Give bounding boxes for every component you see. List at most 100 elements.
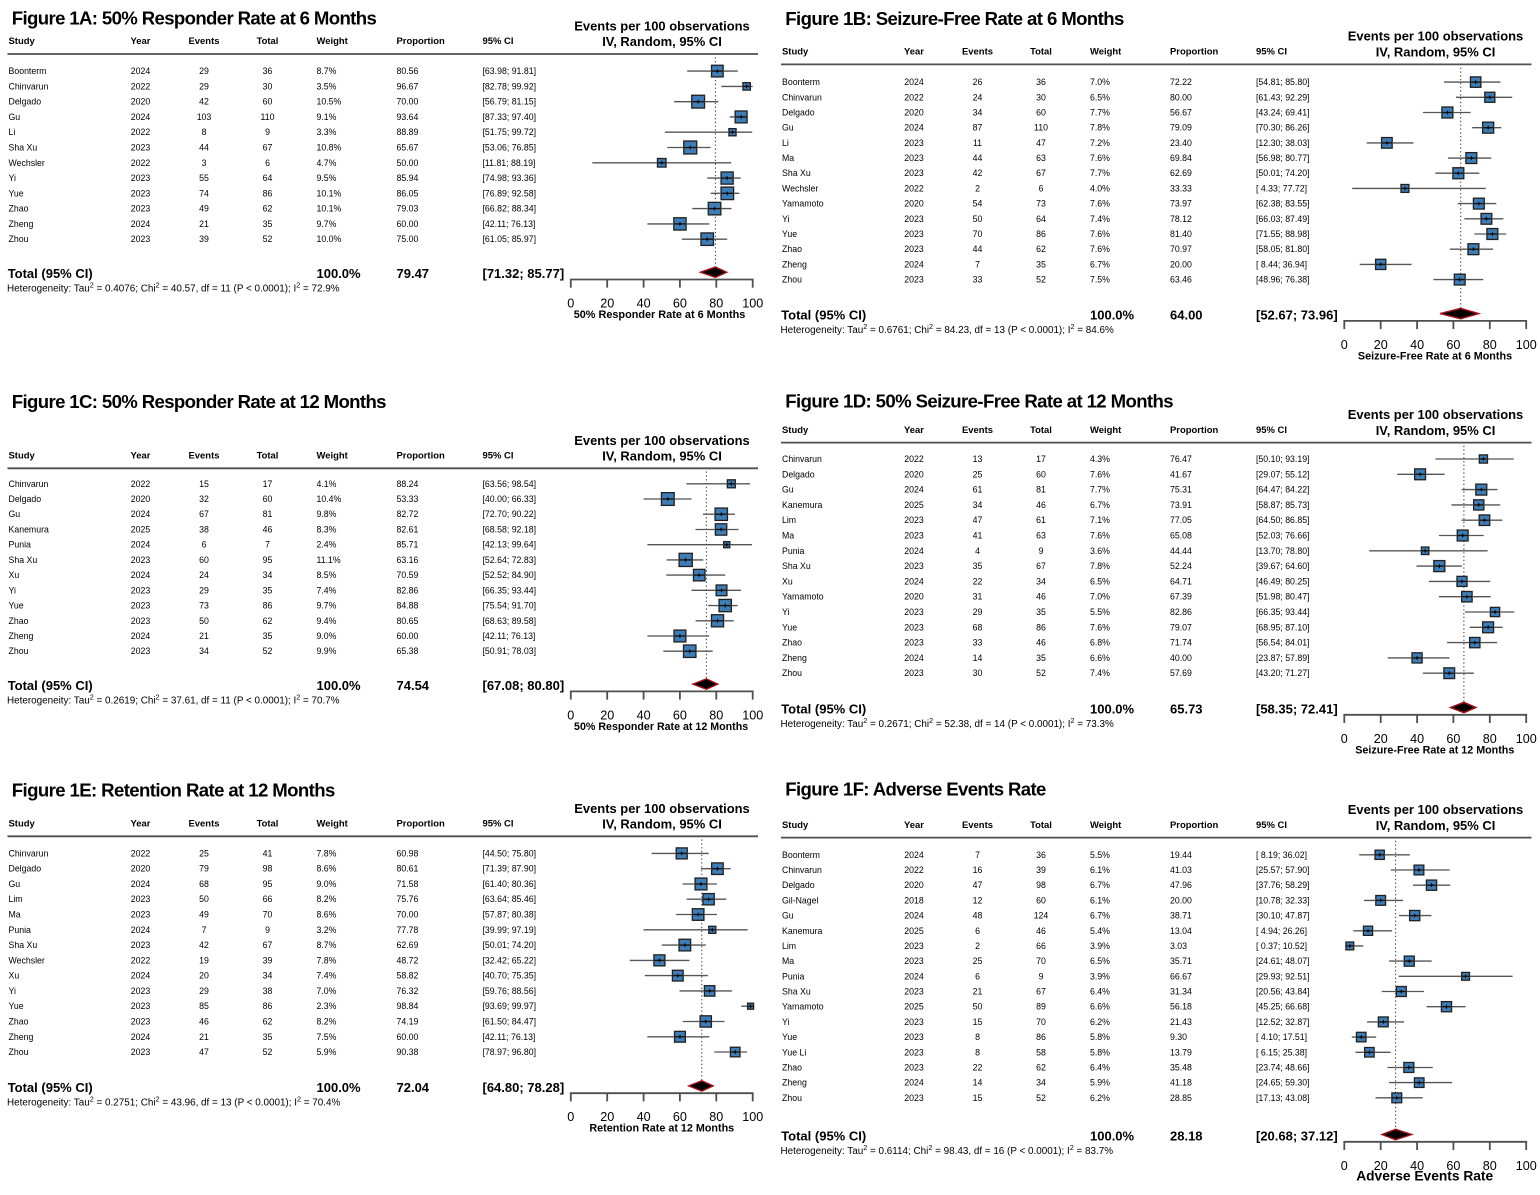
svg-text:79.07: 79.07 (1170, 622, 1192, 632)
svg-text:124: 124 (1034, 911, 1049, 921)
svg-text:34: 34 (973, 108, 983, 118)
svg-text:50: 50 (199, 616, 209, 626)
svg-text:4.1%: 4.1% (317, 479, 337, 489)
svg-text:88.24: 88.24 (397, 479, 419, 489)
svg-text:2024: 2024 (131, 971, 151, 981)
svg-text:60: 60 (263, 494, 273, 504)
svg-text:79: 79 (199, 864, 209, 874)
svg-text:[45.25; 66.68]: [45.25; 66.68] (1256, 1002, 1310, 1012)
svg-text:Yue: Yue (782, 1032, 797, 1042)
svg-text:10.1%: 10.1% (317, 204, 342, 214)
svg-text:100: 100 (742, 708, 763, 722)
svg-text:Seizure-Free Rate at 6 Months: Seizure-Free Rate at 6 Months (1358, 350, 1512, 362)
svg-text:2024: 2024 (131, 570, 151, 580)
svg-text:[78.97; 96.80]: [78.97; 96.80] (483, 1047, 537, 1057)
svg-text:Events per 100 observations: Events per 100 observations (1348, 29, 1523, 44)
svg-text:7.6%: 7.6% (1090, 153, 1110, 163)
svg-text:Delgado: Delgado (9, 864, 42, 874)
svg-text:Heterogeneity: Tau2 = 0.2671;: Heterogeneity: Tau2 = 0.2671; Chi2 = 52.… (781, 716, 1114, 730)
svg-text:46: 46 (1036, 638, 1046, 648)
svg-text:95: 95 (263, 555, 273, 565)
svg-text:80.61: 80.61 (397, 864, 419, 874)
svg-text:2023: 2023 (131, 910, 151, 920)
svg-text:Year: Year (904, 425, 924, 436)
svg-text:Li: Li (9, 127, 16, 137)
svg-text:10.0%: 10.0% (317, 234, 342, 244)
svg-text:7.4%: 7.4% (317, 971, 337, 981)
svg-text:IV, Random, 95% CI: IV, Random, 95% CI (1376, 818, 1496, 833)
svg-text:[ 0.37; 10.52]: [ 0.37; 10.52] (1256, 941, 1307, 951)
svg-text:Li: Li (782, 138, 789, 148)
svg-text:[42.11; 76.13]: [42.11; 76.13] (483, 631, 536, 641)
svg-text:Weight: Weight (317, 451, 349, 462)
svg-text:8.2%: 8.2% (317, 894, 337, 904)
svg-text:60: 60 (673, 708, 687, 722)
svg-text:2023: 2023 (131, 940, 151, 950)
svg-text:60: 60 (1446, 1159, 1460, 1173)
svg-text:Gu: Gu (782, 911, 794, 921)
svg-text:2022: 2022 (131, 955, 151, 965)
svg-text:9.0%: 9.0% (317, 631, 337, 641)
svg-text:[20.68; 37.12]: [20.68; 37.12] (1256, 1129, 1338, 1144)
svg-text:35: 35 (263, 219, 273, 229)
svg-text:Heterogeneity: Tau2 = 0.2619;: Heterogeneity: Tau2 = 0.2619; Chi2 = 37.… (7, 693, 340, 707)
svg-text:86: 86 (263, 188, 273, 198)
svg-text:[61.05; 85.97]: [61.05; 85.97] (483, 234, 537, 244)
svg-text:Total (95% CI): Total (95% CI) (781, 702, 866, 717)
svg-text:Wechsler: Wechsler (782, 183, 818, 193)
svg-text:3.2%: 3.2% (317, 925, 337, 935)
svg-text:73: 73 (199, 601, 209, 611)
svg-text:88.89: 88.89 (397, 127, 419, 137)
svg-text:5.5%: 5.5% (1090, 850, 1110, 860)
svg-text:36: 36 (1036, 850, 1046, 860)
svg-text:6.1%: 6.1% (1090, 895, 1110, 905)
svg-text:6.5%: 6.5% (1090, 576, 1110, 586)
svg-text:[ 4.33; 77.72]: [ 4.33; 77.72] (1256, 183, 1307, 193)
svg-text:40: 40 (637, 1110, 651, 1124)
svg-text:IV, Random, 95% CI: IV, Random, 95% CI (602, 449, 722, 464)
svg-text:2023: 2023 (904, 607, 924, 617)
svg-text:Yi: Yi (9, 173, 17, 183)
svg-text:63: 63 (1036, 531, 1046, 541)
svg-text:[63.56; 98.54]: [63.56; 98.54] (483, 479, 537, 489)
svg-text:Events per 100 observations: Events per 100 observations (574, 801, 749, 816)
svg-text:70: 70 (1036, 1017, 1046, 1027)
svg-text:95% CI: 95% CI (483, 451, 514, 462)
svg-text:28.18: 28.18 (1170, 1129, 1203, 1144)
svg-text:[61.40; 80.36]: [61.40; 80.36] (483, 879, 537, 889)
svg-text:Weight: Weight (317, 36, 349, 47)
svg-text:Chinvarun: Chinvarun (9, 81, 49, 91)
svg-text:89: 89 (1036, 1002, 1046, 1012)
svg-text:Delgado: Delgado (9, 97, 42, 107)
svg-text:Chinvarun: Chinvarun (9, 848, 49, 858)
svg-text:Figure 1E: Retention Rate at 1: Figure 1E: Retention Rate at 12 Months (12, 780, 336, 801)
svg-text:50: 50 (199, 894, 209, 904)
svg-text:[39.99; 97.19]: [39.99; 97.19] (483, 925, 537, 935)
svg-text:Sha Xu: Sha Xu (782, 561, 811, 571)
svg-text:9.5%: 9.5% (317, 173, 337, 183)
svg-text:82.86: 82.86 (1170, 607, 1192, 617)
svg-text:34: 34 (1036, 1078, 1046, 1088)
svg-text:20: 20 (1374, 1159, 1388, 1173)
svg-text:60: 60 (199, 555, 209, 565)
svg-text:2023: 2023 (131, 204, 151, 214)
svg-text:[42.11; 76.13]: [42.11; 76.13] (483, 1032, 536, 1042)
svg-text:[12.30; 38.03]: [12.30; 38.03] (1256, 138, 1310, 148)
svg-text:2020: 2020 (904, 469, 924, 479)
svg-text:103: 103 (197, 112, 212, 122)
svg-text:Study: Study (782, 46, 809, 57)
svg-text:Lim: Lim (9, 894, 23, 904)
svg-text:49: 49 (199, 204, 209, 214)
svg-text:Zheng: Zheng (9, 219, 34, 229)
svg-text:41: 41 (263, 848, 273, 858)
svg-text:[40.70; 75.35]: [40.70; 75.35] (483, 971, 537, 981)
svg-text:2023: 2023 (131, 1001, 151, 1011)
svg-text:Zheng: Zheng (782, 653, 807, 663)
svg-text:60.00: 60.00 (397, 1032, 419, 1042)
svg-text:2023: 2023 (904, 668, 924, 678)
svg-text:98.84: 98.84 (397, 1001, 419, 1011)
svg-text:46: 46 (1036, 592, 1046, 602)
svg-text:Chinvarun: Chinvarun (782, 92, 822, 102)
svg-text:52: 52 (1036, 668, 1046, 678)
svg-text:Ma: Ma (782, 153, 794, 163)
